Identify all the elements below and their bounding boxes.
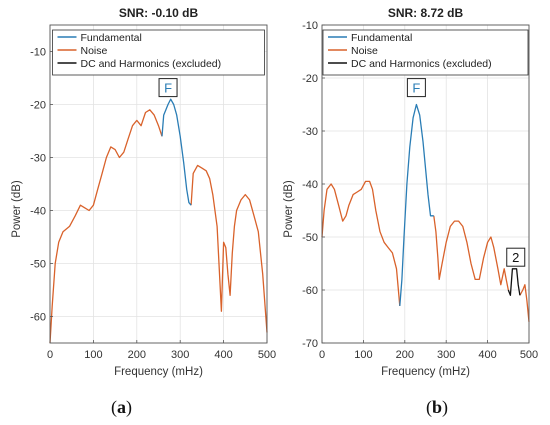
x-tick-label: 400: [214, 349, 232, 361]
legend-box: [322, 29, 529, 76]
series-line-noise: [519, 284, 530, 322]
series-line-dc-and-harmonics-excluded: [507, 268, 521, 296]
legend-entry: Noise: [81, 45, 108, 57]
y-tick-label: -60: [30, 312, 46, 324]
axes-box: [49, 24, 268, 344]
y-tick-label: -50: [30, 259, 46, 271]
y-axis-label: Power (dB): [283, 180, 295, 238]
annotation-box: [506, 247, 526, 267]
legend-entry: DC and Harmonics (excluded): [351, 58, 492, 70]
y-tick-label: -30: [30, 153, 46, 165]
x-tick-label: 100: [354, 349, 372, 361]
chart-panel-b: 0 100 200 300 400 500 -70 -60 -50 -40 -30 -20 -10 Fre…: [283, 6, 538, 418]
series-line-noise: [49, 109, 163, 344]
y-tick-label: -10: [302, 20, 318, 32]
y-tick-label: -30: [302, 126, 318, 138]
y-tick-label: -50: [302, 232, 318, 244]
legend-entry: Fundamental: [81, 32, 142, 44]
annotation-box: [158, 78, 178, 98]
x-tick-label: 200: [128, 349, 146, 361]
chart-title: SNR: -0.10 dB: [119, 6, 199, 20]
annotation-label: F: [412, 81, 420, 96]
y-tick-label: -70: [302, 338, 318, 350]
panel-label: (a): [111, 397, 132, 418]
y-tick-label: -20: [30, 100, 46, 112]
legend-box: [52, 29, 265, 76]
series-line-fundamental: [399, 103, 434, 306]
annotation-box: [406, 78, 426, 98]
x-tick-label: 500: [520, 349, 538, 361]
series-line-fundamental: [161, 98, 192, 206]
legend-entry: Noise: [351, 45, 378, 57]
x-axis-label: Frequency (mHz): [114, 366, 203, 378]
panel-label: (b): [426, 397, 448, 418]
y-axis-label: Power (dB): [11, 180, 23, 238]
x-tick-label: 300: [171, 349, 189, 361]
x-tick-label: 0: [319, 349, 325, 361]
x-tick-label: 100: [84, 349, 102, 361]
x-axis-label: Frequency (mHz): [381, 366, 470, 378]
legend-entry: DC and Harmonics (excluded): [81, 58, 222, 70]
chart-title: SNR: 8.72 dB: [388, 6, 464, 20]
y-tick-label: -40: [302, 179, 318, 191]
x-tick-label: 500: [258, 349, 276, 361]
annotation-label: 2: [512, 250, 519, 265]
x-tick-label: 400: [478, 349, 496, 361]
y-tick-label: -10: [30, 47, 46, 59]
annotation-label: F: [164, 81, 172, 96]
legend-entry: Fundamental: [351, 32, 412, 44]
x-tick-label: 200: [396, 349, 414, 361]
series-line-noise: [190, 164, 268, 333]
series-line-noise: [321, 180, 401, 306]
x-tick-label: 300: [437, 349, 455, 361]
y-tick-label: -20: [302, 73, 318, 85]
series-line-noise: [433, 215, 509, 291]
chart-panel-a: 0 100 200 300 400 500 -60 -50 -40 -30 -20 -10 Freque…: [11, 6, 276, 418]
x-tick-label: 0: [47, 349, 53, 361]
y-tick-label: -60: [302, 285, 318, 297]
y-tick-label: -40: [30, 206, 46, 218]
